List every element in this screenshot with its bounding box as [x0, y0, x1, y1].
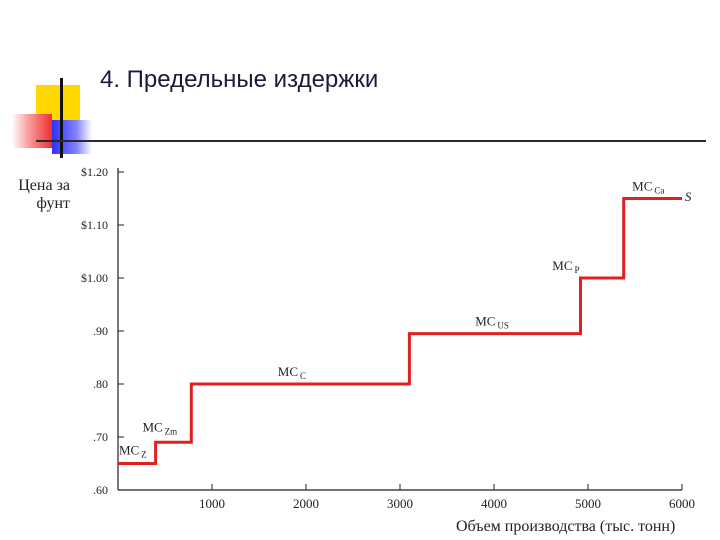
marginal-cost-chart: .60 .70 .80 .90 $1.00 $1.10 $1.20 1000 2000 3000 4… [0, 150, 720, 540]
x-tick-label: 6000 [669, 496, 695, 511]
mc-annotation-main: MC [119, 442, 139, 457]
x-tick-label: 1000 [199, 496, 225, 511]
mc-annotation-subscript: Ca [654, 186, 664, 196]
x-axis-label: Объем производства (тыс. тонн) [456, 518, 676, 535]
mc-annotation-main: S [685, 189, 692, 204]
mc-annotation-main: MC [278, 364, 298, 379]
supply-step-line [118, 197, 682, 465]
mc-annotation-subscript: Zm [165, 427, 178, 437]
decor-red-gradient-block [12, 114, 52, 148]
y-tick-label: .60 [93, 483, 108, 497]
mc-annotation-subscript: P [575, 265, 580, 275]
decor-vertical-line [60, 78, 63, 158]
mc-annotation-main: MC [632, 179, 652, 194]
x-tick-label: 3000 [387, 496, 413, 511]
decor-blue-gradient-block [52, 120, 92, 154]
mc-annotation-main: MC [142, 420, 162, 435]
y-tick-label: $1.10 [81, 218, 108, 232]
y-axis-label: Цена за фунт [18, 177, 70, 212]
chart-svg: .60 .70 .80 .90 $1.00 $1.10 $1.20 1000 2000 3000 4… [81, 165, 695, 511]
mc-annotation: MC Z [119, 442, 147, 459]
y-tick-label: .90 [93, 324, 108, 338]
mc-annotation: S [685, 189, 692, 204]
mc-annotation: MC Zm [142, 420, 177, 437]
mc-annotation-subscript: US [497, 321, 509, 331]
mc-annotation-main: MC [552, 258, 572, 273]
y-tick-label: .80 [93, 377, 108, 391]
slide-title: 4. Предельные издержки [100, 66, 379, 93]
x-tick-label: 2000 [293, 496, 319, 511]
mc-annotation: MC Ca [632, 179, 664, 196]
x-tick-label: 4000 [481, 496, 507, 511]
mc-annotation-subscript: Z [141, 449, 147, 459]
mc-annotation-subscript: C [300, 371, 306, 381]
y-tick-label: $1.00 [81, 271, 108, 285]
mc-annotation: MC US [475, 314, 509, 331]
title-divider-line [36, 140, 706, 142]
mc-annotation: MC C [278, 364, 306, 381]
y-tick-label: .70 [93, 430, 108, 444]
y-tick-label: $1.20 [81, 165, 108, 179]
mc-annotation-main: MC [475, 314, 495, 329]
x-tick-label: 5000 [575, 496, 601, 511]
mc-annotation: MC P [552, 258, 579, 275]
